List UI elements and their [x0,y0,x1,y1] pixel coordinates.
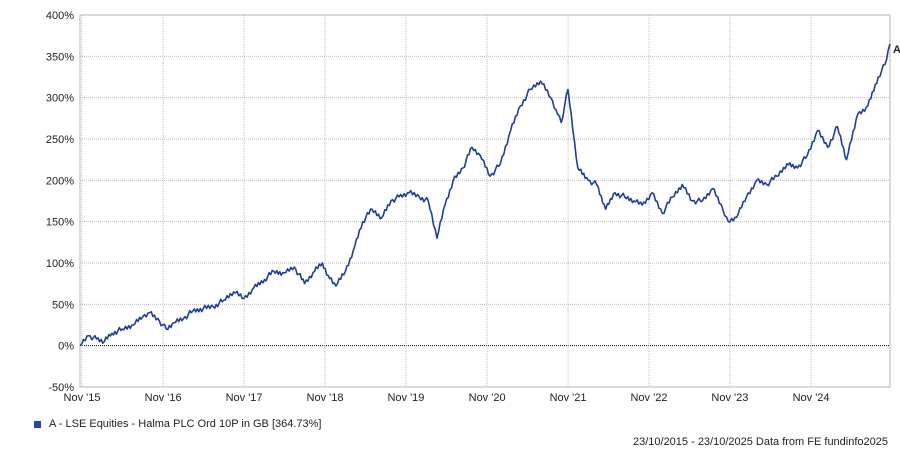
x-tick-label: Nov '20 [469,392,506,404]
series-line [79,43,891,347]
x-tick-label: Nov '19 [387,392,424,404]
y-tick-label: 400% [46,10,74,22]
plot-area [79,14,891,388]
grid-lines [80,15,890,387]
y-tick-label: 100% [46,258,74,270]
plot-frame [79,14,891,388]
series-end-label: A [893,44,900,56]
x-tick-label: Nov '15 [64,392,101,404]
axis-labels: 400%350%300%250%200%150%100%50%0%-50%Nov… [46,10,830,404]
data-source-footer: 23/10/2015 - 23/10/2025 Data from FE fun… [632,436,888,448]
y-tick-label: 0% [58,341,74,353]
legend: A - LSE Equities - Halma PLC Ord 10P in … [34,418,322,430]
y-tick-label: 50% [52,299,74,311]
legend-swatch [34,420,41,428]
x-tick-label: Nov '18 [307,392,344,404]
x-tick-label: Nov '22 [630,392,667,404]
x-tick-label: Nov '24 [793,392,830,404]
y-tick-label: 150% [46,217,74,229]
x-tick-label: Nov '17 [226,392,263,404]
x-tick-label: Nov '23 [711,392,748,404]
y-tick-label: 250% [46,134,74,146]
y-tick-label: 300% [46,93,74,105]
legend-label: A - LSE Equities - Halma PLC Ord 10P in … [49,418,322,430]
series-layer: A [79,43,900,347]
y-tick-label: 350% [46,51,74,63]
y-tick-label: -50% [48,382,74,394]
x-tick-label: Nov '16 [145,392,182,404]
x-tick-label: Nov '21 [550,392,587,404]
y-tick-label: 200% [46,175,74,187]
